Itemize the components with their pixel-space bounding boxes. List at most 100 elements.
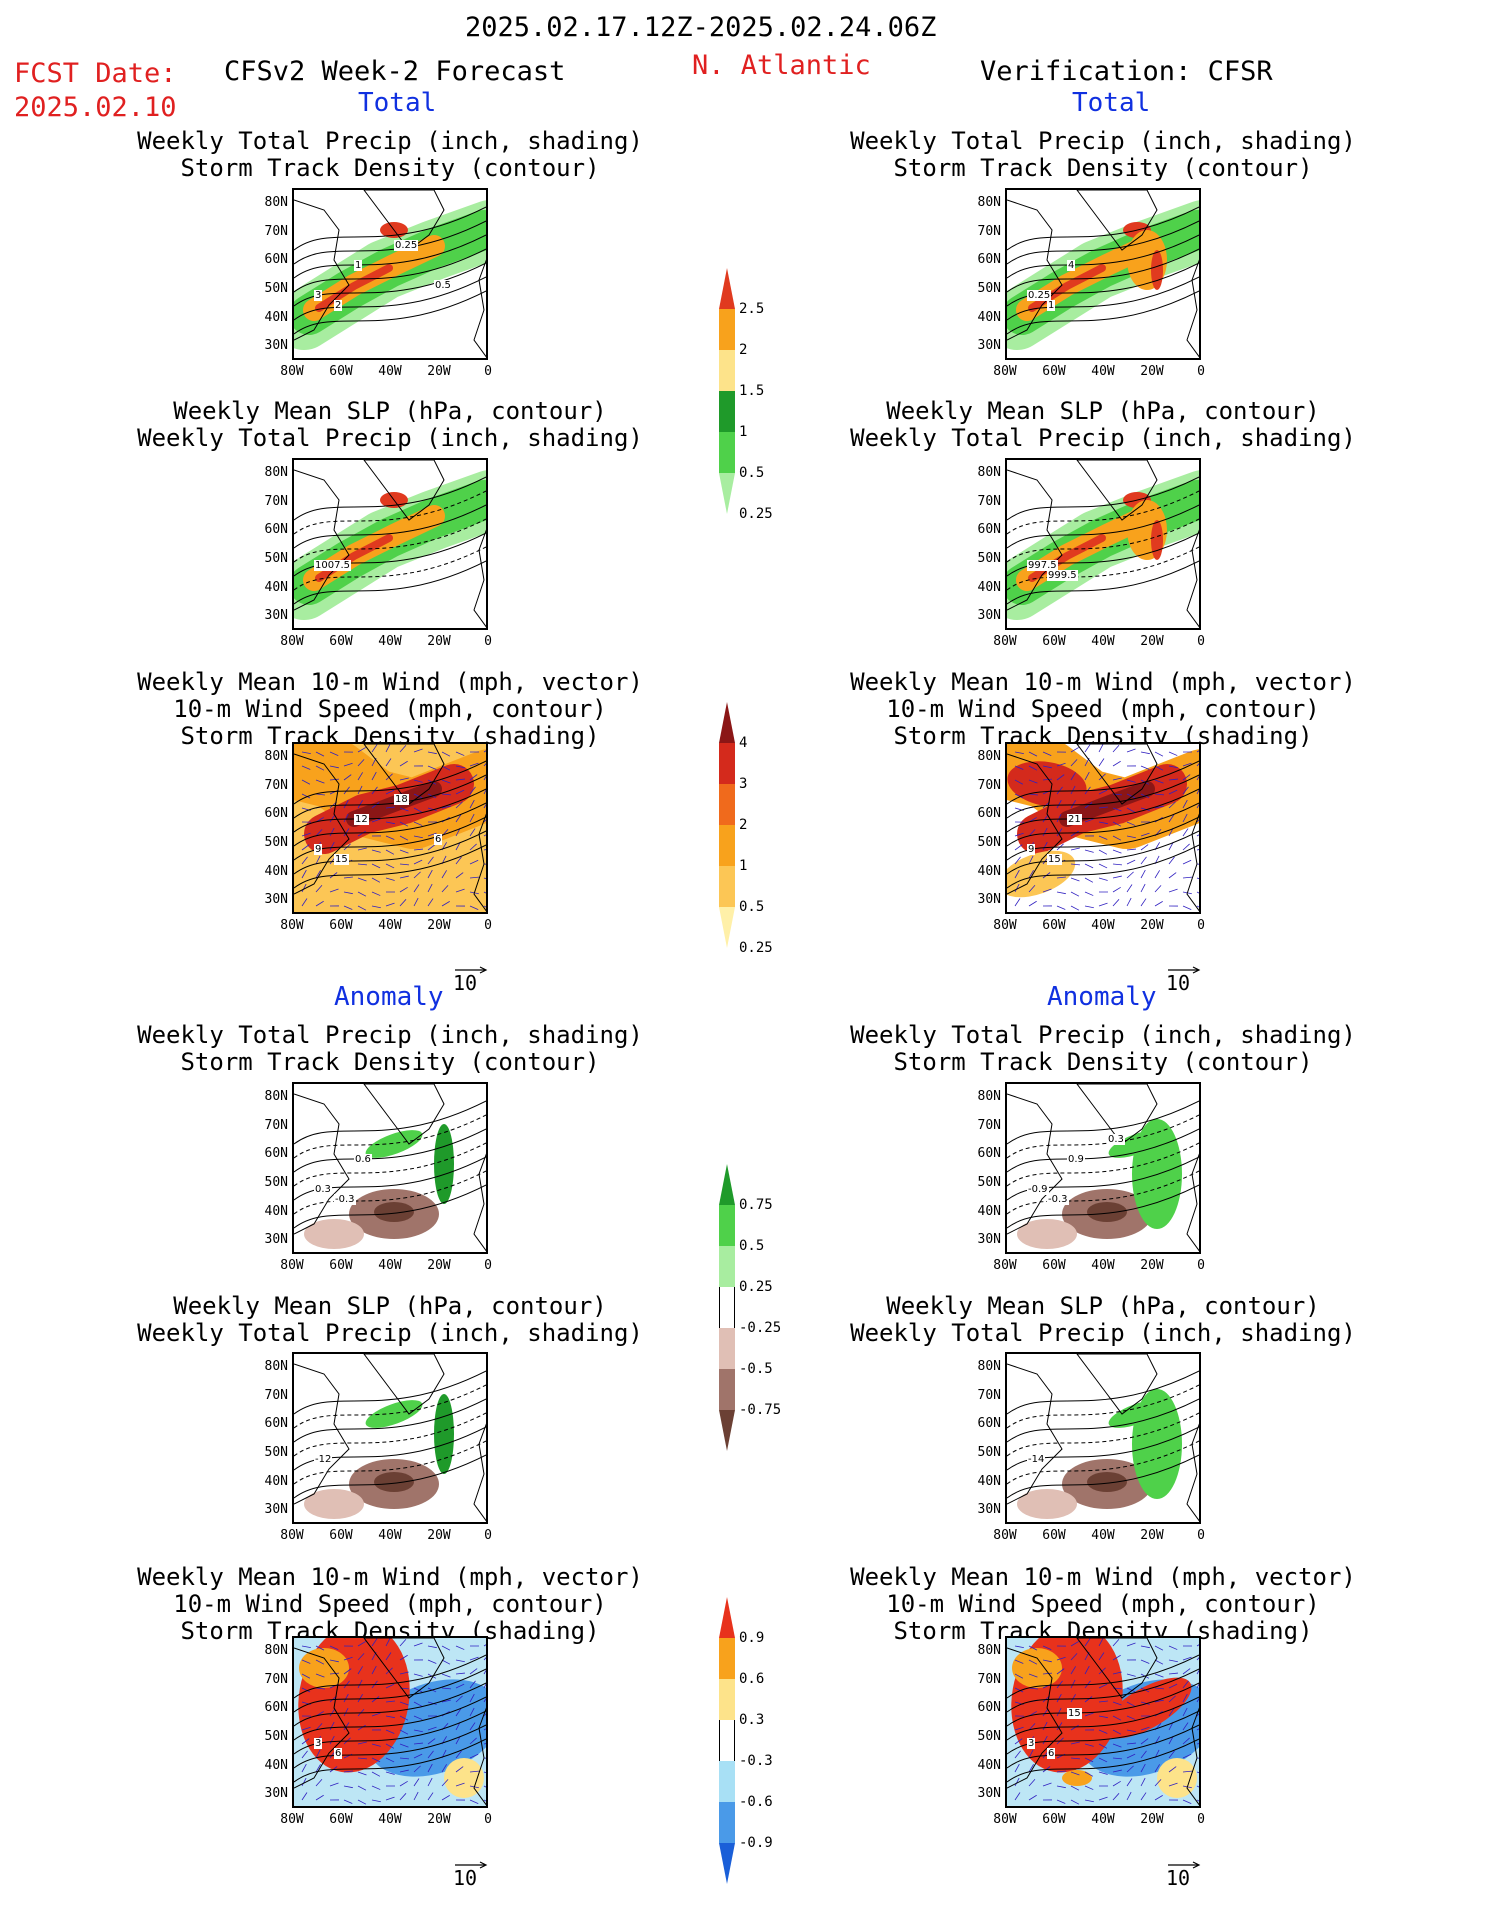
colorbar-precip-anom: 0.75 0.5 0.25 -0.25 -0.5 -0.75 (719, 1164, 781, 1451)
colorbar-label: 0.5 (739, 1238, 765, 1254)
lat-tick-label: 80N (264, 1359, 288, 1374)
lat-tick-label: 80N (977, 749, 1001, 764)
colorbar-swatch (719, 268, 735, 309)
colorbar-label: 0.6 (739, 1671, 765, 1687)
colorbar-label: 0.75 (739, 1197, 773, 1213)
colorbar-swatch (719, 1328, 735, 1369)
lat-tick-label: 30N (977, 1232, 1001, 1247)
lat-tick-label: 30N (264, 608, 288, 623)
lat-tick-label: 30N (264, 892, 288, 907)
lat-tick-label: 50N (977, 281, 1001, 296)
lon-tick-label: 60W (329, 364, 353, 379)
map-field (1007, 190, 1199, 358)
lon-tick-label: 60W (1042, 1528, 1066, 1543)
lon-tick-label: 60W (1042, 1812, 1066, 1827)
colorbar-label: -0.25 (739, 1320, 782, 1336)
lon-tick-label: 40W (1091, 1528, 1115, 1543)
lon-tick-label: 0 (484, 1528, 492, 1543)
colorbar-swatch (719, 1679, 735, 1720)
lon-tick-label: 40W (378, 918, 402, 933)
verification-map-panel-2: 997.5 999.5 (1005, 458, 1201, 630)
contour-label: 15 (334, 854, 349, 865)
colorbar-swatch (719, 825, 735, 866)
colorbar-label: 0.25 (739, 940, 773, 956)
colorbar-label: -0.75 (739, 1402, 782, 1418)
lat-tick-label: 60N (264, 1416, 288, 1431)
lon-tick-label: 0 (1197, 1528, 1205, 1543)
lon-tick-label: 20W (427, 1812, 451, 1827)
lat-tick-label: 80N (977, 195, 1001, 210)
map-field (294, 1638, 486, 1806)
lat-tick-label: 70N (264, 1118, 288, 1133)
lon-tick-label: 40W (378, 634, 402, 649)
lat-tick-label: 80N (977, 1359, 1001, 1374)
map-field (294, 744, 486, 912)
title-ver-total-precip: Weekly Total Precip (inch, shading) Storm… (850, 127, 1356, 182)
lat-tick-label: 60N (264, 1700, 288, 1715)
contour-label: -12 (314, 1454, 333, 1465)
contour-label: 0.25 (394, 240, 419, 251)
fcst-date-value: 2025.02.10 (14, 92, 177, 123)
section-anomaly-right: Anomaly (1047, 982, 1157, 1012)
lon-tick-label: 80W (280, 634, 304, 649)
lat-tick-label: 30N (977, 1502, 1001, 1517)
lon-tick-label: 60W (329, 634, 353, 649)
lat-tick-label: 50N (977, 1729, 1001, 1744)
lat-tick-label: 60N (977, 806, 1001, 821)
colorbar-swatch (719, 1761, 735, 1802)
lat-tick-label: 70N (264, 224, 288, 239)
contour-label: 1 (354, 260, 363, 271)
lat-tick-label: 70N (264, 778, 288, 793)
title-fc-anom-slp: Weekly Mean SLP (hPa, contour) Weekly Tot… (137, 1292, 643, 1347)
colorbar-label: -0.6 (739, 1794, 773, 1810)
contour-label: 6 (434, 834, 443, 845)
colorbar-label: 2 (739, 817, 748, 833)
section-total-left: Total (358, 88, 437, 118)
vector-ref-ver-anom: 10 (1166, 1861, 1201, 1890)
lon-tick-label: 20W (427, 1528, 451, 1543)
contour-label: 6 (1047, 1748, 1056, 1759)
title-fc-total-slp: Weekly Mean SLP (hPa, contour) Weekly Tot… (137, 397, 643, 452)
lon-tick-label: 40W (1091, 1812, 1115, 1827)
lon-tick-label: 20W (427, 918, 451, 933)
colorbar-label: -0.9 (739, 1835, 773, 1851)
lon-tick-label: 40W (1091, 1258, 1115, 1273)
forecast-map-panel-5: -12 (292, 1352, 488, 1524)
colorbar-label: 0.5 (739, 465, 765, 481)
lat-tick-label: 30N (264, 1502, 288, 1517)
lon-tick-label: 0 (484, 918, 492, 933)
contour-label: 18 (394, 794, 409, 805)
lon-tick-label: 0 (484, 634, 492, 649)
lon-tick-label: 80W (280, 364, 304, 379)
colorbar-swatch (719, 1802, 735, 1843)
colorbar-swatch (719, 1597, 735, 1638)
contour-label: 2 (334, 300, 343, 311)
lat-tick-label: 70N (977, 1388, 1001, 1403)
lon-tick-label: 40W (1091, 364, 1115, 379)
lon-tick-label: 40W (378, 1528, 402, 1543)
lon-tick-label: 80W (993, 364, 1017, 379)
forecast-map-panel-1: 3 2 1 0.25 0.5 (292, 188, 488, 360)
lon-tick-label: 0 (484, 364, 492, 379)
lat-tick-label: 60N (977, 1146, 1001, 1161)
contour-label: 3 (314, 290, 323, 301)
lon-tick-label: 40W (378, 1258, 402, 1273)
lat-tick-label: 40N (264, 580, 288, 595)
contour-label: 1007.5 (314, 560, 351, 571)
lat-tick-label: 70N (977, 1672, 1001, 1687)
lon-tick-label: 20W (1140, 1812, 1164, 1827)
lon-tick-label: 20W (1140, 1258, 1164, 1273)
colorbar-label: 1 (739, 424, 748, 440)
lon-tick-label: 0 (1197, 1258, 1205, 1273)
lon-tick-label: 60W (329, 1528, 353, 1543)
contour-label: 9 (314, 844, 323, 855)
lon-tick-label: 80W (280, 1528, 304, 1543)
lat-tick-label: 80N (264, 1089, 288, 1104)
lon-tick-label: 20W (1140, 1528, 1164, 1543)
map-field (1007, 1084, 1199, 1252)
lon-tick-label: 40W (1091, 634, 1115, 649)
lat-tick-label: 30N (977, 338, 1001, 353)
colorbar-swatch (719, 907, 735, 948)
lat-tick-label: 60N (977, 1416, 1001, 1431)
lon-tick-label: 20W (427, 1258, 451, 1273)
